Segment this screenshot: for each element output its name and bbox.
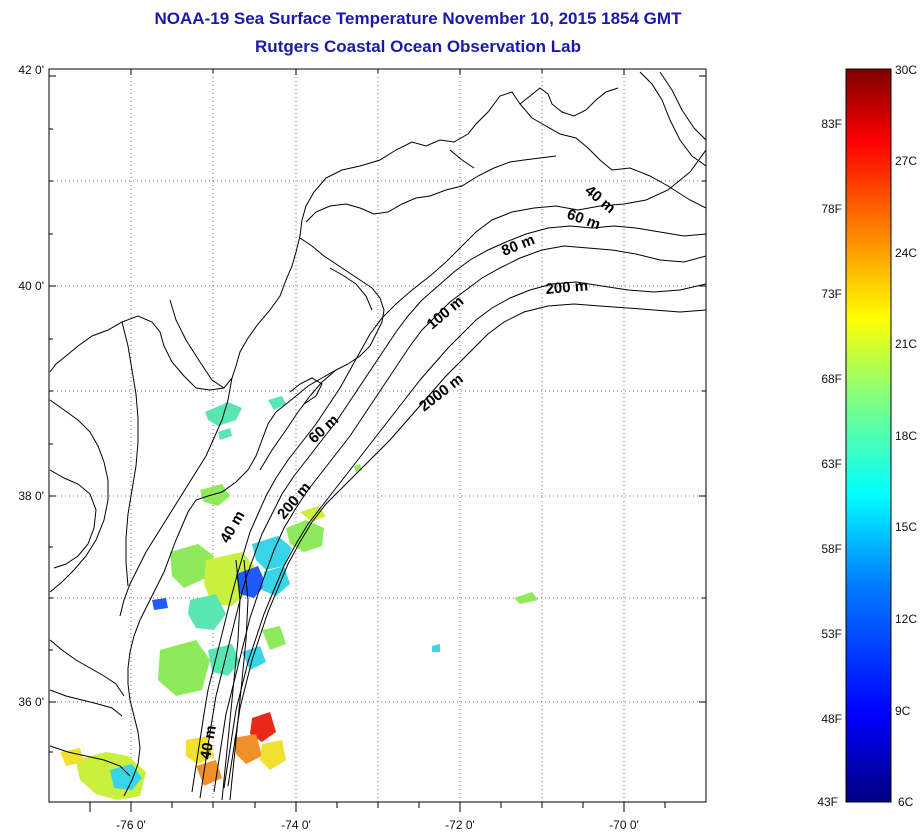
fahrenheit-label: 83F xyxy=(821,117,842,131)
coastline xyxy=(49,71,706,797)
isobath-label: 40 m xyxy=(197,724,220,761)
celsius-label: 18C xyxy=(895,429,917,443)
lat-label: 36 0' xyxy=(18,695,44,709)
lon-label: -70 0' xyxy=(609,818,639,832)
colorbar-gradient xyxy=(845,68,892,803)
fahrenheit-label: 53F xyxy=(821,627,842,641)
map-subtitle: Rutgers Coastal Ocean Observation Lab xyxy=(255,37,581,56)
colorbar: 30C 27C 24C 21C 18C 15C 12C 9C 6C 83F 78… xyxy=(817,63,917,809)
fahrenheit-label: 78F xyxy=(821,202,842,216)
lat-label: 40 0' xyxy=(18,279,44,293)
celsius-label: 30C xyxy=(895,63,917,77)
longitude-labels: -76 0' -74 0' -72 0' -70 0' xyxy=(116,818,639,832)
fahrenheit-label: 43F xyxy=(817,795,838,809)
fahrenheit-label: 48F xyxy=(821,712,842,726)
colorbar-celsius-labels: 30C 27C 24C 21C 18C 15C 12C 9C 6C xyxy=(895,63,917,809)
fahrenheit-label: 58F xyxy=(821,542,842,556)
map-title: NOAA-19 Sea Surface Temperature November… xyxy=(154,9,682,28)
axis-ticks xyxy=(49,69,706,812)
colorbar-fahrenheit-labels: 83F 78F 73F 68F 63F 58F 53F 48F 43F xyxy=(817,117,842,809)
lon-label: -74 0' xyxy=(281,818,311,832)
celsius-label: 6C xyxy=(898,795,914,809)
celsius-label: 21C xyxy=(895,337,917,351)
map-frame xyxy=(48,68,707,803)
lat-label: 42 0' xyxy=(18,63,44,77)
graticule xyxy=(49,69,706,802)
fahrenheit-label: 73F xyxy=(821,287,842,301)
latitude-labels: 42 0' 40 0' 38 0' 36 0' xyxy=(18,63,44,709)
lon-label: -72 0' xyxy=(445,818,475,832)
celsius-label: 24C xyxy=(895,246,917,260)
lat-label: 38 0' xyxy=(18,489,44,503)
celsius-label: 27C xyxy=(895,154,917,168)
celsius-label: 15C xyxy=(895,520,917,534)
celsius-label: 9C xyxy=(895,704,911,718)
fahrenheit-label: 63F xyxy=(821,457,842,471)
isobaths xyxy=(191,149,706,801)
fahrenheit-label: 68F xyxy=(821,372,842,386)
isobath-label: 200 m xyxy=(545,277,589,298)
celsius-label: 12C xyxy=(895,612,917,626)
lon-label: -76 0' xyxy=(116,818,146,832)
sst-patches xyxy=(60,396,538,800)
